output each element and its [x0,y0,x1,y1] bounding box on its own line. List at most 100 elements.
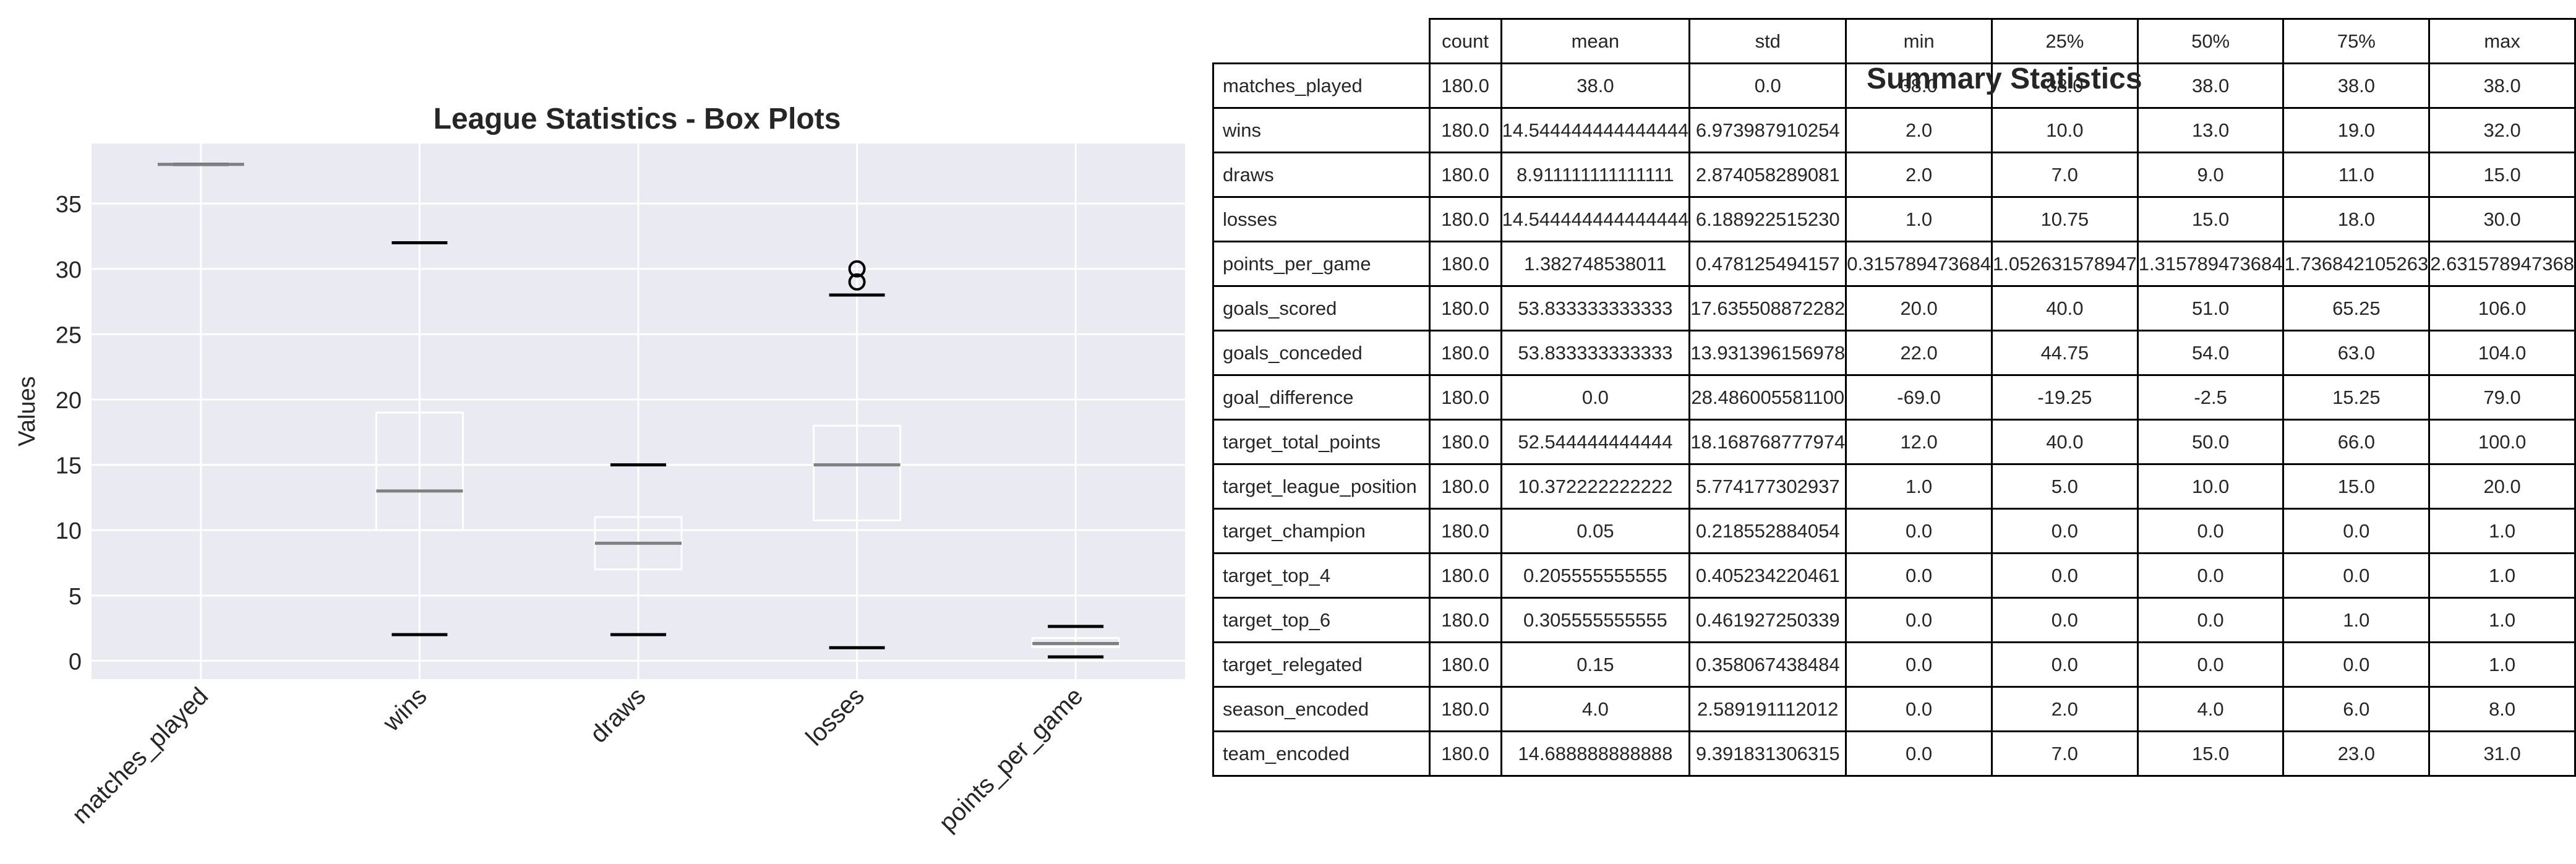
box-wins [375,241,464,636]
table-cell: 0.15 [1500,641,1691,688]
table-cell: 180.0 [1428,686,1502,732]
table-cell: 0.0 [2282,508,2431,554]
table-cell: 6.188922515230 [1688,196,1847,242]
table-cell: 0.0 [2136,641,2285,688]
table-cell: 38.0 [2136,62,2285,109]
outlier-point [848,273,866,291]
table-cell: 106.0 [2428,285,2576,331]
table-cell: -69.0 [1845,374,1993,421]
table-cell: 104.0 [2428,330,2576,376]
column-header: 75% [2282,18,2431,64]
y-tick-label: 35 [56,192,82,218]
row-label: goals_conceded [1212,330,1431,376]
table-cell: 6.0 [2282,686,2431,732]
table-cell: 180.0 [1428,597,1502,643]
table-cell: 180.0 [1428,419,1502,465]
table-cell: 18.168768777974 [1688,419,1847,465]
table-cell: 0.205555555555 [1500,552,1691,599]
table-cell: 22.0 [1845,330,1993,376]
table-cell: 20.0 [2428,463,2576,510]
table-cell: 31.0 [2428,730,2576,777]
table-cell: 44.75 [1990,330,2139,376]
table-row: target_top_4 180.0 0.205555555555 0.4052342… [1212,552,2576,599]
table-cell: 0.0 [1845,686,1993,732]
table-cell: 20.0 [1845,285,1993,331]
table-cell: 15.0 [2282,463,2431,510]
table-cell: 0.0 [2136,552,2285,599]
table-cell: 10.75 [1990,196,2139,242]
x-tick-label: losses [801,682,870,751]
outlier-point [848,260,866,278]
table-cell: 180.0 [1428,374,1502,421]
table-cell: 52.544444444444 [1500,419,1691,465]
table-cell: 53.833333333333 [1500,330,1691,376]
table-row: goal_difference 180.0 0.0 28.486005581100 -6… [1212,374,2576,421]
row-label: goal_difference [1212,374,1431,421]
table-cell: 1.736842105263 [2282,241,2431,287]
table-cell: 66.0 [2282,419,2431,465]
table-cell: 180.0 [1428,508,1502,554]
table-row: season_encoded 180.0 4.0 2.589191112012 0.0 2… [1212,686,2576,732]
column-header: min [1845,18,1993,64]
table-cell: 1.0 [2428,597,2576,643]
box-points_per_game [1031,625,1120,659]
chart-title: League Statistics - Box Plots [434,103,841,135]
table-cell: 0.358067438484 [1688,641,1847,688]
table-cell: 180.0 [1428,241,1502,287]
y-axis-label: Values [14,376,40,446]
table-cell: 40.0 [1990,285,2139,331]
table-cell: 7.0 [1990,730,2139,777]
row-label: target_top_4 [1212,552,1431,599]
table-cell: 9.391831306315 [1688,730,1847,777]
table-cell: 10.0 [2136,463,2285,510]
table-cell: 38.0 [1990,62,2139,109]
table-cell: 10.372222222222 [1500,463,1691,510]
table-header-row: count mean std min 25% 50% 75% max [1213,18,2576,64]
row-label: draws [1212,152,1431,198]
y-tick-label: 5 [69,584,82,610]
table-cell: 63.0 [2282,330,2431,376]
table-cell: 13.931396156978 [1688,330,1847,376]
table-cell: 0.0 [2136,597,2285,643]
row-label: target_total_points [1212,419,1431,465]
table-row: wins 180.0 14.544444444444444 6.97398791025… [1212,107,2576,153]
table-row: points_per_game 180.0 1.382748538011 0.4781… [1212,241,2576,287]
table-cell: 0.315789473684 [1845,241,1993,287]
table-cell: 0.0 [2282,552,2431,599]
table-cell: 0.0 [1845,552,1993,599]
y-tick-label: 0 [69,649,82,675]
row-label: team_encoded [1212,730,1431,777]
table-cell: 2.0 [1845,107,1993,153]
table-cell: 4.0 [1500,686,1691,732]
table-cell: 10.0 [1990,107,2139,153]
x-tick-label: points_per_game [934,682,1089,837]
y-tick-label: 10 [56,518,82,544]
table-cell: 53.833333333333 [1500,285,1691,331]
table-cell: 79.0 [2428,374,2576,421]
y-tick-label: 30 [56,257,82,283]
table-row: target_champion 180.0 0.05 0.218552884054 0.… [1212,508,2576,554]
table-cell: 180.0 [1428,330,1502,376]
row-label: matches_played [1212,62,1431,109]
table-cell: 0.218552884054 [1688,508,1847,554]
box-losses [813,260,902,649]
table-cell: 1.052631578947 [1990,241,2139,287]
table-cell: 180.0 [1428,285,1502,331]
table-cell: 1.0 [2282,597,2431,643]
table-cell: 0.478125494157 [1688,241,1847,287]
table-cell: 15.0 [2136,196,2285,242]
table-cell: 65.25 [2282,285,2431,331]
table-row: target_relegated 180.0 0.15 0.358067438484 0… [1212,641,2576,688]
row-label: goals_scored [1212,285,1431,331]
y-tick-label: 20 [56,388,82,414]
table-cell: 0.0 [1845,730,1993,777]
table-row: goals_conceded 180.0 53.833333333333 13.931… [1212,330,2576,376]
table-cell: 0.0 [2136,508,2285,554]
table-cell: 38.0 [2428,62,2576,109]
table-cell: 1.0 [1845,463,1993,510]
table-cell: 8.911111111111111 [1500,152,1691,198]
x-tick-label: wins [377,682,432,737]
table-cell: 0.0 [1500,374,1691,421]
table-cell: 18.0 [2282,196,2431,242]
table-cell: 13.0 [2136,107,2285,153]
